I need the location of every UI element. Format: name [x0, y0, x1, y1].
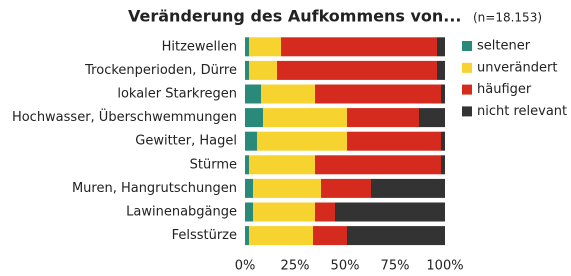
- bar-segment: [281, 37, 437, 57]
- bar-segment: [249, 155, 315, 175]
- bar-segment: [321, 178, 371, 198]
- legend-label: nicht relevant: [477, 104, 567, 119]
- bar-segment: [315, 155, 441, 175]
- bar-segment: [315, 84, 441, 104]
- bar-segment: [245, 155, 249, 175]
- legend-swatch: [462, 106, 472, 117]
- bar-segment: [245, 178, 253, 198]
- bar-segment: [245, 202, 253, 222]
- chart-subtitle: (n=18.153): [473, 11, 542, 25]
- y-tick-label: Hitzewellen: [162, 39, 237, 54]
- bar-segment: [347, 108, 419, 128]
- bar-segment: [441, 84, 445, 104]
- x-tick-label: 50%: [331, 259, 360, 274]
- bar-segment: [245, 84, 261, 104]
- y-tick-label: Stürme: [190, 157, 237, 172]
- bar-segment: [277, 60, 437, 80]
- bar-segment: [335, 202, 445, 222]
- bar-segment: [437, 37, 445, 57]
- legend-swatch: [462, 62, 472, 73]
- bar-segment: [315, 202, 335, 222]
- y-tick-label: Gewitter, Hagel: [135, 134, 237, 149]
- legend-swatch: [462, 84, 472, 95]
- legend-swatch: [462, 41, 472, 51]
- bar-segment: [249, 60, 277, 80]
- legend-label: seltener: [477, 39, 531, 54]
- y-tick-label: Muren, Hangrutschungen: [72, 181, 237, 196]
- bar-segment: [261, 84, 315, 104]
- bar-segment: [249, 37, 281, 57]
- x-tick-label: 0%: [235, 259, 256, 274]
- bar-segment: [245, 131, 257, 151]
- bar-segment: [245, 108, 263, 128]
- bar-segment: [347, 131, 441, 151]
- bar-segment: [245, 60, 249, 80]
- y-tick-label: Felsstürze: [172, 228, 237, 243]
- legend-label: unverändert: [477, 60, 557, 75]
- x-tick-label: 100%: [426, 259, 463, 274]
- y-tick-label: lokaler Starkregen: [117, 87, 237, 102]
- bar-segment: [257, 131, 347, 151]
- bar-segment: [371, 178, 445, 198]
- bar-segment: [419, 108, 445, 128]
- x-tick-label: 25%: [281, 259, 310, 274]
- y-tick-label: Lawinenabgänge: [126, 205, 237, 220]
- bar-segment: [347, 226, 445, 246]
- y-tick-label: Hochwasser, Überschwemmungen: [12, 108, 237, 125]
- bar-segment: [253, 202, 315, 222]
- x-tick-label: 75%: [381, 259, 410, 274]
- legend-label: häufiger: [477, 82, 532, 97]
- bar-segment: [441, 131, 445, 151]
- bar-segment: [249, 226, 313, 246]
- bar-segment: [441, 155, 445, 175]
- bar-segment: [437, 60, 445, 80]
- y-tick-label: Trockenperioden, Dürre: [84, 63, 237, 78]
- bar-segment: [253, 178, 321, 198]
- bar-segment: [245, 37, 249, 57]
- chart-title: Veränderung des Aufkommens von...: [128, 7, 462, 26]
- bar-segment: [313, 226, 347, 246]
- bar-segment: [245, 226, 249, 246]
- bar-segment: [263, 108, 347, 128]
